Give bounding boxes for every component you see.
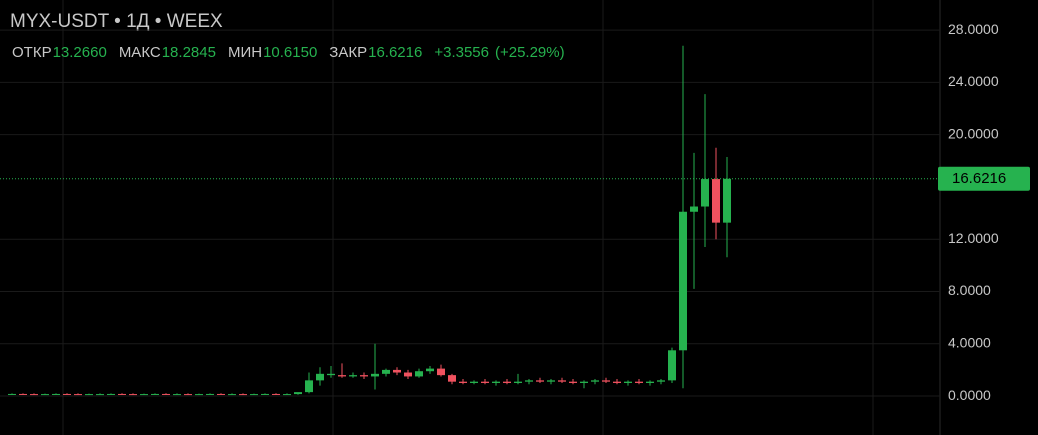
chart-title: MYX-USDT • 1Д • WEEX	[10, 11, 223, 32]
y-tick-label: 28.0000	[948, 21, 999, 37]
candle-body	[74, 394, 82, 396]
candle-body	[316, 373, 324, 381]
candle-body	[646, 381, 654, 383]
candle-body	[19, 393, 27, 395]
candle-body	[668, 350, 676, 381]
y-tick-label: 12.0000	[948, 230, 999, 246]
candle-body	[558, 380, 566, 382]
candle-body	[536, 380, 544, 382]
candle-body	[613, 381, 621, 383]
candle-body	[327, 373, 335, 376]
candle-body	[602, 380, 610, 382]
candle-body	[63, 393, 71, 395]
header-text: ОТКР	[12, 44, 52, 61]
candle-body	[635, 381, 643, 383]
candle-body	[151, 393, 159, 395]
candle-body	[107, 393, 115, 395]
candle-body	[283, 394, 291, 396]
candle-body	[679, 211, 687, 351]
candle-body	[261, 393, 269, 395]
header-text: 13.2660	[53, 44, 107, 61]
candle-body	[712, 179, 720, 223]
candle-body	[239, 394, 247, 396]
candle-body	[96, 394, 104, 396]
candle-body	[195, 394, 203, 396]
candle-body	[459, 381, 467, 383]
candle-body	[492, 381, 500, 383]
header-text: (+25.29%)	[495, 44, 565, 61]
candle-body	[525, 380, 533, 382]
candle-body	[173, 394, 181, 396]
last-price-box	[938, 166, 1030, 191]
candle-body	[437, 368, 445, 376]
candle-body	[41, 394, 49, 396]
candle-body	[448, 375, 456, 382]
candle-body	[8, 393, 16, 395]
header-text: МАКС	[119, 44, 161, 61]
candle-body	[426, 368, 434, 372]
y-tick-label: 24.0000	[948, 73, 999, 89]
y-tick-label: 4.0000	[948, 334, 991, 350]
candle-body	[701, 179, 709, 207]
candle-body	[129, 394, 137, 396]
candle-body	[382, 369, 390, 374]
candle-body	[591, 380, 599, 382]
candle-body	[184, 394, 192, 396]
last-price-label: 16.6216	[952, 170, 1006, 187]
candle-body	[206, 393, 214, 395]
header-text: +3.3556	[434, 44, 489, 61]
candle-body	[503, 381, 511, 383]
candle-body	[624, 381, 632, 383]
candle-body	[690, 206, 698, 212]
candle-body	[30, 394, 38, 396]
header-text: 18.2845	[162, 44, 216, 61]
candle-body	[305, 380, 313, 393]
candle-body	[294, 392, 302, 395]
y-tick-label: 20.0000	[948, 125, 999, 141]
header-text: 10.6150	[263, 44, 317, 61]
y-tick-label: 0.0000	[948, 387, 991, 403]
candle-body	[470, 381, 478, 383]
candle-body	[228, 394, 236, 396]
candle-body	[272, 393, 280, 395]
candle-body	[140, 394, 148, 396]
candle-body	[162, 393, 170, 395]
y-tick-label: 8.0000	[948, 282, 991, 298]
candle-body	[415, 371, 423, 377]
candle-body	[349, 375, 357, 377]
candle-body	[569, 381, 577, 383]
candle-body	[404, 372, 412, 377]
candle-body	[580, 381, 588, 383]
candle-body	[481, 381, 489, 383]
candle-body	[52, 393, 60, 395]
header-text: МИН	[228, 44, 262, 61]
candle-body	[723, 178, 731, 223]
candle-body	[547, 380, 555, 382]
header-text: ЗАКР	[329, 44, 367, 61]
candle-body	[657, 380, 665, 382]
candle-body	[371, 373, 379, 377]
candle-body	[393, 369, 401, 373]
candle-body	[514, 381, 522, 383]
ohlc-header: ОТКР 13.2660 МАКС 18.2845 МИН 10.6150 ЗАКР 16.6…	[12, 44, 565, 61]
candle-body	[250, 394, 258, 396]
candle-body	[360, 375, 368, 377]
candle-body	[118, 393, 126, 395]
vertical-grid	[62, 0, 874, 435]
candle-body	[338, 375, 346, 377]
header-text: 16.6216	[368, 44, 422, 61]
candle-body	[217, 393, 225, 395]
candle-body	[85, 394, 93, 396]
